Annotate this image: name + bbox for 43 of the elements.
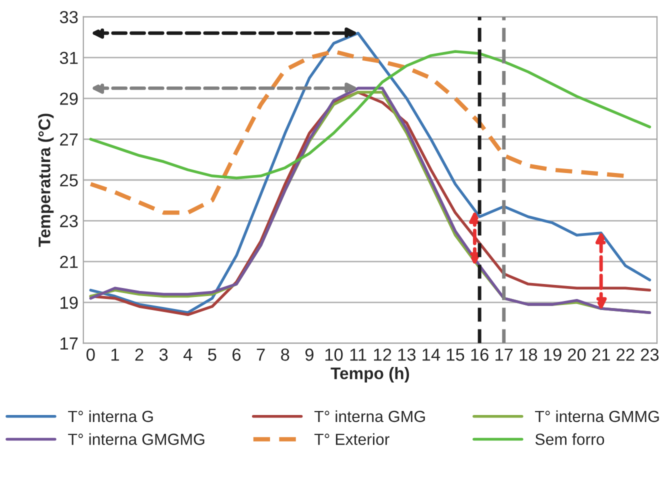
legend-label: T° interna GMGMG (68, 433, 204, 445)
x-tick-label: 15 (446, 348, 464, 361)
legend-label: T° interna G (68, 410, 153, 422)
y-tick-label: 23 (60, 214, 78, 228)
legend-label: T° interna GMG (314, 410, 425, 422)
line-series (89, 50, 652, 180)
x-tick-label: 22 (616, 348, 634, 361)
x-tick-label: 4 (183, 348, 192, 361)
legend-label: T° Exterior (314, 433, 390, 445)
y-tick-label: 21 (60, 256, 78, 268)
x-tick-label: 18 (520, 348, 538, 361)
legend-label: Sem forro (535, 433, 604, 445)
y-axis-title: Temperatura (°C) (38, 114, 54, 247)
x-tick-label: 12 (374, 348, 392, 361)
x-tick-label: 1 (111, 348, 119, 361)
y-tick-label: 31 (60, 52, 78, 64)
x-tick-label: 5 (208, 348, 216, 361)
y-tick-label: 25 (60, 174, 78, 186)
y-tick-label: 29 (60, 92, 78, 105)
y-tick-label: 17 (60, 338, 78, 350)
x-tick-label: 3 (159, 348, 168, 361)
x-tick-label: 17 (496, 348, 513, 361)
x-tick-label: 7 (256, 348, 265, 361)
y-tick-label: 27 (60, 133, 78, 146)
x-tick-label: 9 (305, 348, 314, 361)
x-tick-label: 23 (640, 348, 659, 361)
x-tick-label: 13 (398, 348, 416, 361)
x-axis-title: Tempo (h) (330, 367, 410, 383)
x-tick-label: 19 (544, 348, 562, 361)
y-tick-label: 19 (60, 296, 78, 309)
legend-label: T° interna GMMG (535, 410, 659, 422)
line-series (89, 32, 652, 314)
x-tick-label: 10 (325, 348, 343, 361)
y-tick-label: 33 (60, 10, 78, 24)
x-tick-label: 14 (422, 348, 440, 361)
x-tick-label: 0 (86, 348, 95, 361)
x-tick-label: 8 (281, 348, 290, 361)
x-tick-label: 6 (232, 348, 241, 361)
x-tick-label: 21 (592, 348, 610, 361)
x-tick-label: 11 (350, 348, 366, 361)
x-tick-label: 16 (471, 348, 488, 361)
x-tick-label: 2 (135, 348, 144, 361)
x-tick-label: 20 (568, 348, 586, 361)
